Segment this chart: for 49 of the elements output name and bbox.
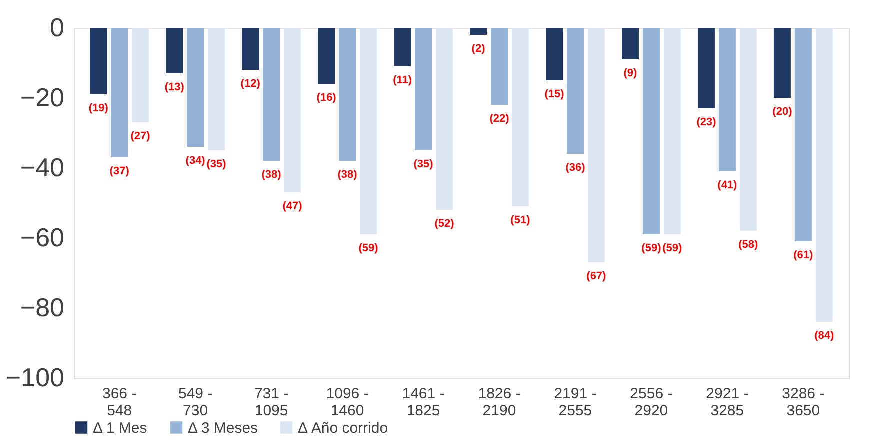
data-label: (11) — [393, 74, 412, 86]
y-tick-label: −40 — [20, 152, 64, 182]
data-label: (16) — [316, 92, 337, 104]
y-tick-label: −60 — [20, 222, 64, 252]
y-tick-label: −100 — [6, 362, 64, 392]
data-label: (34) — [186, 155, 206, 167]
data-label: (47) — [282, 200, 303, 212]
data-label: (52) — [434, 218, 455, 230]
data-label: (84) — [814, 330, 834, 342]
data-label: (41) — [718, 180, 738, 192]
x-tick-label: 2921 - 3285 — [706, 386, 749, 420]
x-tick-label: 731 - 1095 — [254, 386, 289, 420]
x-tick-label: 2191 - 2555 — [554, 386, 597, 420]
data-label: (20) — [772, 106, 793, 118]
data-label: (59) — [358, 242, 379, 254]
data-label: (36) — [566, 162, 586, 174]
data-label: (23) — [696, 116, 717, 128]
legend-label: Δ 3 Meses — [188, 420, 258, 437]
data-label: (51) — [510, 214, 531, 226]
data-label: (35) — [414, 158, 434, 170]
x-tick-label: 1461 - 1825 — [402, 386, 445, 420]
data-label: (38) — [262, 169, 282, 181]
data-label: (22) — [490, 113, 510, 125]
data-label: (58) — [738, 239, 759, 251]
legend-label: Δ 1 Mes — [93, 420, 148, 437]
data-label: (38) — [338, 169, 358, 181]
data-label: (35) — [206, 158, 227, 170]
data-label: (2) — [472, 43, 486, 55]
x-tick-label: 549 - 730 — [178, 386, 213, 420]
data-label: (19) — [88, 102, 109, 114]
y-tick-label: −20 — [20, 82, 64, 112]
y-tick-label: −80 — [20, 292, 64, 322]
y-tick-label: 0 — [50, 12, 64, 42]
legend-label: Δ Año corrido — [298, 420, 388, 437]
data-label: (15) — [544, 88, 565, 100]
x-tick-label: 1096 - 1460 — [326, 386, 369, 420]
data-label: (59) — [662, 242, 683, 254]
x-tick-label: 366 - 548 — [102, 386, 137, 420]
data-label: (37) — [110, 166, 130, 178]
data-label: (67) — [586, 270, 607, 282]
data-label: (12) — [240, 78, 261, 90]
x-tick-label: 2556 - 2920 — [630, 386, 673, 420]
x-tick-label: 3286 - 3650 — [782, 386, 825, 420]
data-label: (13) — [164, 82, 185, 94]
data-label: (9) — [624, 68, 638, 80]
data-label: (27) — [130, 130, 151, 142]
data-label: (59) — [642, 242, 662, 254]
x-tick-label: 1826 - 2190 — [478, 386, 521, 420]
data-label: (61) — [794, 250, 814, 262]
